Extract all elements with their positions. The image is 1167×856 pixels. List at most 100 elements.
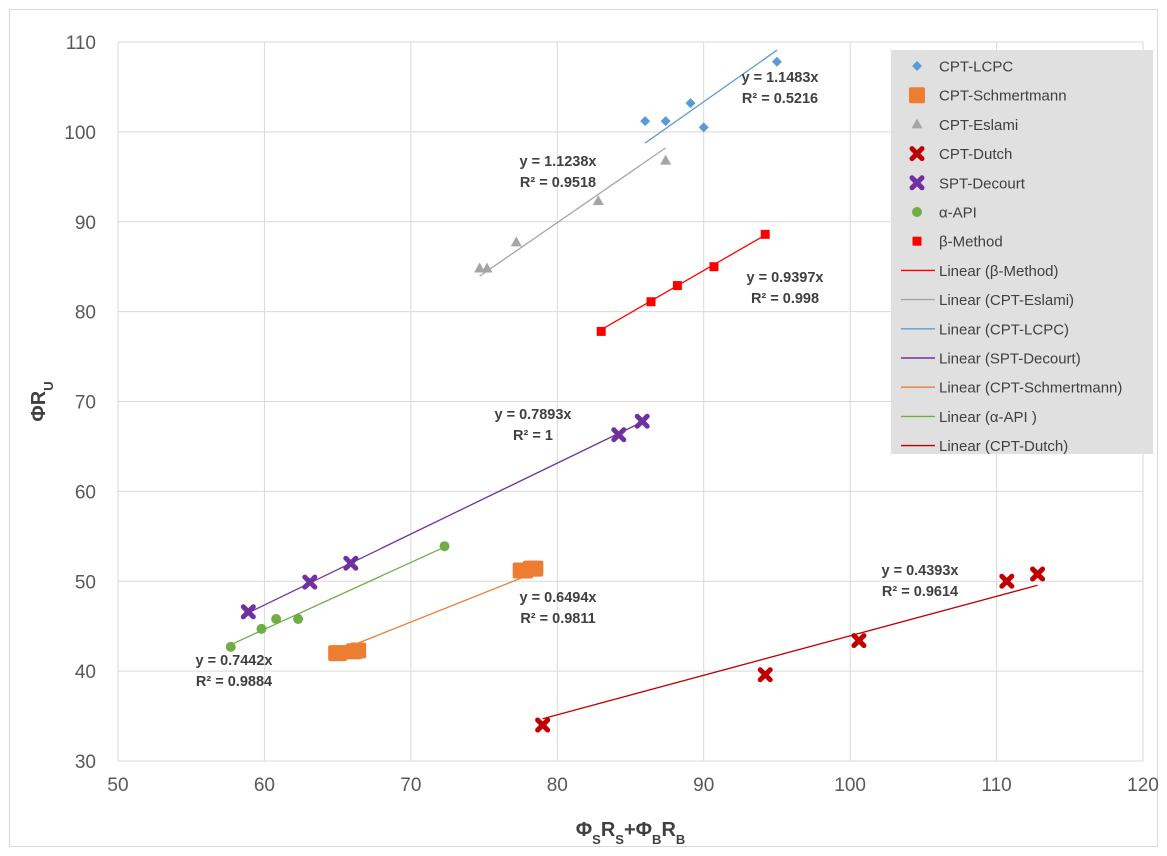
data-point	[646, 297, 656, 307]
data-point-stroke	[851, 633, 867, 649]
x-tick-label: 70	[400, 775, 421, 796]
data-point	[660, 154, 672, 165]
trendline-equation: y = 1.1238x	[519, 154, 596, 170]
data-point	[909, 146, 925, 162]
y-tick-label: 40	[75, 662, 96, 683]
data-point	[271, 613, 282, 624]
data-point-stroke	[909, 175, 925, 191]
trendline-equation: y = 0.9397x	[746, 270, 823, 286]
x-tick-label: 60	[254, 775, 275, 796]
trendline	[600, 233, 768, 331]
data-point	[672, 281, 682, 291]
x-tick-label: 100	[834, 775, 866, 796]
trendline-r2: R² = 1	[513, 428, 553, 444]
y-tick-label: 110	[66, 33, 96, 54]
legend-item: Linear (CPT-Dutch)	[901, 438, 1068, 455]
data-point-stroke	[757, 667, 773, 683]
data-point	[293, 613, 304, 624]
legend-label: Linear (CPT-Eslami)	[939, 292, 1074, 309]
legend-label: Linear (β-Method)	[939, 263, 1059, 280]
data-point	[535, 717, 551, 733]
data-point-stroke	[611, 427, 627, 443]
legend-item: CPT-Dutch	[909, 146, 1012, 163]
data-point	[912, 236, 922, 246]
data-point	[999, 573, 1015, 589]
data-point	[634, 413, 650, 429]
y-tick-label: 50	[75, 572, 96, 593]
trendline-r2: R² = 0.9884	[196, 674, 272, 690]
data-point	[439, 541, 450, 552]
data-point	[596, 326, 606, 336]
data-point	[302, 574, 318, 590]
trendline	[542, 584, 1038, 720]
legend-item: α-API	[912, 205, 977, 222]
x-axis-title: ΦSRS+ΦBRB	[576, 819, 686, 847]
series--method	[596, 229, 770, 336]
trendline-equation: y = 0.7893x	[494, 407, 571, 423]
legend-label: CPT-Dutch	[939, 146, 1012, 163]
data-point	[592, 195, 604, 206]
data-point-stroke	[999, 573, 1015, 589]
data-point	[760, 229, 770, 239]
data-point	[851, 633, 867, 649]
data-point-stroke	[343, 555, 359, 571]
legend-label: α-API	[939, 205, 977, 222]
legend-item: Linear (CPT-Eslami)	[901, 292, 1074, 309]
data-point	[481, 262, 493, 273]
trendline-r2: R² = 0.9811	[520, 611, 595, 627]
data-point	[527, 560, 544, 577]
data-point	[225, 641, 236, 652]
data-point-stroke	[535, 717, 551, 733]
series-cpt-lcpc	[640, 56, 782, 133]
x-tick-label: 50	[107, 775, 128, 796]
y-tick-label: 60	[75, 482, 96, 503]
data-point	[474, 262, 486, 273]
data-point	[240, 604, 256, 620]
legend-item: Linear (CPT-LCPC)	[901, 321, 1069, 338]
y-axis-title: ΦRU	[28, 381, 56, 421]
y-tick-label: 80	[75, 303, 96, 324]
data-point	[1030, 566, 1046, 582]
data-point	[757, 667, 773, 683]
data-point	[640, 116, 651, 127]
data-point	[256, 623, 267, 634]
data-point-stroke	[302, 574, 318, 590]
legend: CPT-LCPC CPT-Schmertmann CPT-Eslami CPT-Dut…	[891, 50, 1153, 455]
data-point	[611, 427, 627, 443]
data-point	[909, 87, 925, 104]
legend-item: Linear (SPT-Decourt)	[901, 351, 1081, 368]
trendline-equation: y = 0.6494x	[519, 590, 596, 606]
legend-label: CPT-LCPC	[939, 59, 1013, 76]
legend-label: Linear (α-API )	[939, 409, 1037, 426]
series-cpt-schmertmann	[328, 560, 544, 662]
trendline-equation: y = 0.4393x	[881, 563, 958, 579]
data-point	[771, 56, 782, 67]
data-point	[709, 262, 719, 272]
x-tick-label: 90	[693, 775, 714, 796]
legend-label: CPT-Eslami	[939, 117, 1018, 134]
legend-label: CPT-Schmertmann	[939, 88, 1067, 105]
data-point	[685, 98, 696, 109]
data-point	[698, 122, 709, 133]
legend-label: Linear (SPT-Decourt)	[939, 351, 1081, 368]
y-tick-label: 30	[75, 752, 96, 773]
data-point-stroke	[1030, 566, 1046, 582]
data-point	[912, 207, 922, 217]
trendline-r2: R² = 0.9518	[520, 175, 596, 191]
legend-item: β-Method	[912, 234, 1003, 251]
trendline-equation: y = 0.7442x	[195, 653, 272, 669]
y-tick-label: 90	[75, 213, 96, 234]
series-spt-decourt	[240, 413, 650, 620]
x-tick-label: 110	[981, 775, 1011, 796]
legend-item: Linear (CPT-Schmertmann)	[901, 380, 1122, 397]
data-point	[510, 236, 522, 247]
y-tick-label: 100	[64, 123, 96, 144]
data-point	[911, 118, 923, 129]
tick-labels: 50 60 70 80 90 100 110 120 30 40 50 60 70 80 90 100 110	[64, 33, 1159, 796]
trendline	[479, 147, 667, 277]
legend-item: CPT-Eslami	[911, 117, 1018, 134]
legend-label: SPT-Decourt	[939, 175, 1026, 192]
trendline-r2: R² = 0.998	[751, 291, 819, 307]
x-tick-label: 120	[1127, 775, 1159, 796]
